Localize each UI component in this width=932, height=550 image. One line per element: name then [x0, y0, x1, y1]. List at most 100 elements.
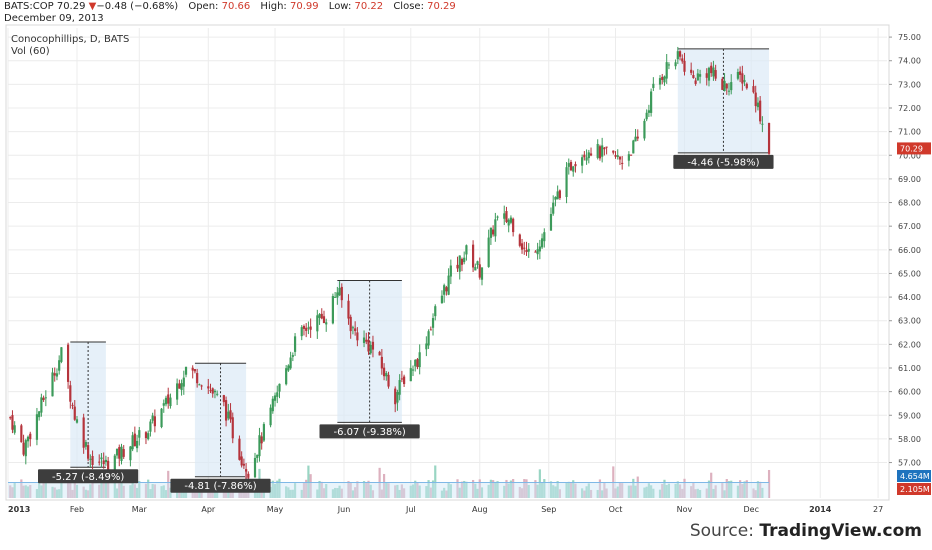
volume-bar [411, 484, 415, 498]
candle-body [636, 136, 639, 139]
candle-body [354, 328, 357, 331]
volume-bar [302, 482, 306, 498]
candle-body [463, 257, 466, 263]
volume-bar [759, 481, 762, 498]
x-tick-label: 2014 [809, 505, 832, 514]
volume-bar [505, 479, 508, 498]
candle-body [429, 329, 432, 331]
volume-bar [382, 473, 386, 498]
volume-bar [325, 484, 328, 498]
high-value: 70.99 [289, 1, 319, 12]
volume-ma-tag: 4.654M [900, 472, 930, 481]
volume-bar [727, 481, 731, 498]
volume-bar [681, 488, 684, 498]
candle-body [160, 408, 163, 428]
candle-body [583, 154, 586, 158]
volume-bar [587, 483, 590, 498]
candle-body [322, 316, 326, 324]
candle-body [291, 355, 294, 357]
measure-label: -5.27 (-8.49%) [52, 472, 124, 483]
candle-body [478, 264, 481, 278]
volume-bar [650, 485, 653, 498]
volume-bar [445, 490, 448, 498]
candle-body [151, 415, 154, 421]
candle-body [147, 433, 150, 440]
candle-body [752, 86, 755, 93]
candle-body [665, 62, 668, 79]
x-tick-label: Aug [472, 505, 488, 514]
volume-bar [91, 479, 94, 498]
candle-body [51, 372, 54, 397]
candle-body [347, 300, 350, 319]
candle-body [260, 436, 263, 444]
candle-body [443, 285, 446, 295]
candle-body [69, 385, 72, 402]
volume-bar [385, 482, 388, 498]
candle-body [712, 67, 715, 77]
volume-bar [278, 478, 281, 498]
price-chart[interactable]: -5.27 (-8.49%) -4.81 (-7.86%) -6.07 (-9.38… [0, 0, 932, 520]
volume-bar [549, 481, 553, 498]
volume-bar [460, 481, 464, 498]
candle-body [53, 373, 56, 376]
volume-bar [87, 490, 90, 498]
candle-body [11, 415, 14, 430]
candle-body [60, 347, 63, 362]
high-label: High: [260, 1, 287, 12]
candle-body [449, 265, 452, 277]
volume-bar [11, 487, 14, 498]
candle-body [107, 460, 110, 473]
x-tick-label: Dec [744, 505, 759, 514]
y-tick-label: 70.00 [898, 151, 921, 160]
candle-body [269, 407, 272, 426]
candle-body [273, 395, 277, 401]
candle-body [98, 461, 101, 463]
candle-body [681, 58, 684, 62]
volume-bar [38, 482, 41, 498]
candle-body [489, 227, 492, 238]
volume-bar [169, 487, 172, 498]
candle-body [676, 51, 679, 60]
candle-body [585, 157, 588, 161]
volume-bar [429, 487, 432, 498]
y-tick-label: 59.00 [898, 411, 921, 420]
volume-bar [55, 489, 59, 498]
candle-body [307, 327, 310, 329]
source-prefix: Source: [689, 521, 760, 541]
candle-body [184, 366, 188, 375]
volume-bar [82, 486, 85, 498]
volume-bar [162, 485, 165, 498]
volume-bar [725, 478, 728, 498]
candle-body [520, 243, 524, 250]
volume-bar [66, 475, 70, 498]
volume-bar [698, 489, 702, 498]
candle-body [253, 457, 257, 478]
volume-bar [712, 488, 715, 498]
volume-bar [696, 488, 699, 498]
candle-body [113, 455, 116, 475]
volume-bar [596, 489, 599, 498]
volume-bar [320, 481, 323, 498]
candle-body [211, 388, 214, 394]
volume-bar [710, 472, 713, 498]
candle-body [167, 394, 170, 404]
volume-bar [73, 475, 76, 498]
down-arrow-icon: ▼ [88, 1, 97, 12]
candle-body [91, 455, 94, 465]
candle-body [367, 339, 370, 352]
candle-body [761, 123, 764, 125]
volume-bar [634, 485, 637, 498]
volume-bar [598, 479, 602, 498]
volume-bar [440, 490, 444, 498]
candle-body [458, 255, 461, 272]
candle-body [193, 369, 197, 372]
candle-body [683, 60, 686, 72]
candle-body [309, 326, 312, 330]
volume-bar [60, 482, 63, 498]
candle-body [756, 102, 760, 108]
volume-bar [605, 488, 608, 498]
candle-body [318, 314, 321, 318]
candle-body [278, 383, 281, 392]
volume-bar [193, 489, 197, 498]
candle-body [271, 398, 274, 412]
